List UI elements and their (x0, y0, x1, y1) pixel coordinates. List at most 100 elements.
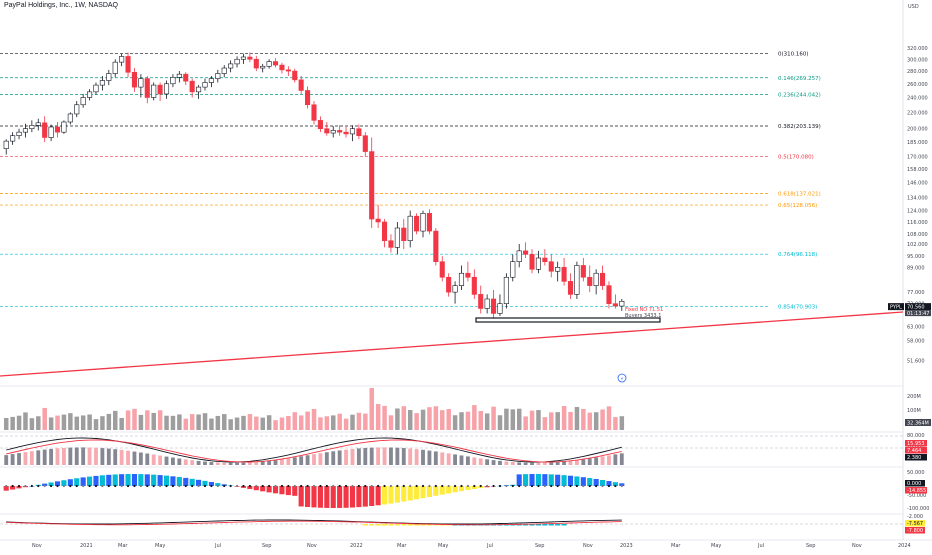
osc2-histogram-bar (99, 475, 105, 486)
osc3-bar (535, 524, 541, 526)
osc2-histogram-bar (138, 474, 144, 486)
osc1-histogram-bar (113, 449, 118, 465)
volume-bar (311, 409, 317, 430)
osc2-zero-dot (101, 484, 104, 488)
osc2-histogram-bar (407, 486, 413, 501)
candle-body (61, 121, 67, 133)
osc2-histogram-bar (208, 481, 214, 486)
candle-body (16, 131, 22, 136)
osc2-histogram-bar (176, 477, 182, 486)
osc2-histogram-bar (375, 486, 381, 506)
osc1-histogram-bar (395, 447, 400, 465)
osc1-histogram-bar (241, 462, 246, 465)
osc1-histogram-bar (280, 459, 284, 465)
osc1-value-bg (905, 454, 927, 461)
time-tick-label: Mar (397, 543, 407, 549)
osc2-zero-dot (107, 484, 110, 488)
candle-body (29, 125, 35, 130)
osc2-zero-dot (524, 484, 527, 488)
osc3-bar (388, 524, 394, 526)
osc2-zero-dot (383, 484, 386, 488)
time-tick-label: Nov (583, 543, 593, 549)
fib-level-label: 0.764(96.118) (778, 252, 817, 258)
osc2-zero-dot (505, 484, 508, 488)
candle-body (426, 213, 432, 232)
volume-bar (42, 407, 47, 430)
osc2-zero-dot (255, 484, 258, 488)
osc1-histogram-bar (267, 460, 272, 465)
osc2-zero-dot (165, 484, 168, 488)
volume-bar (433, 406, 439, 430)
osc1-histogram-bar (247, 462, 252, 465)
price-tick-label: 58.000 (907, 339, 925, 345)
volume-bar (516, 408, 522, 430)
osc2-zero-dot (518, 484, 521, 488)
volume-bar (472, 405, 477, 430)
osc2-histogram-bar (593, 478, 599, 486)
osc2-histogram-bar (414, 486, 420, 500)
osc1-histogram-bar (408, 448, 413, 465)
osc1-histogram-bar (517, 462, 522, 465)
volume-bar (298, 415, 304, 430)
candle-body (272, 61, 279, 66)
osc1-histogram-bar (4, 455, 9, 465)
osc1-histogram-bar (536, 462, 541, 465)
volume-bar (504, 408, 509, 430)
price-tick-label: 260.000 (907, 82, 928, 88)
osc2-histogram-bar (599, 479, 606, 486)
volume-bar (202, 413, 208, 430)
osc1-histogram-bar (74, 447, 79, 465)
osc2-histogram-bar (42, 483, 48, 486)
osc2-zero-dot (556, 484, 559, 488)
osc1-histogram-bar (171, 457, 175, 465)
osc2-zero-dot (69, 484, 72, 488)
volume-bar (587, 412, 593, 430)
candle-body (439, 261, 445, 278)
time-tick-label: Jul (214, 543, 221, 549)
volume-bar (465, 411, 471, 430)
candle-body (388, 240, 394, 248)
osc2-zero-dot (75, 484, 78, 488)
osc2-zero-dot (377, 484, 380, 488)
osc1-histogram-bar (42, 449, 47, 465)
volume-bar (331, 415, 336, 430)
candle-body (606, 285, 612, 304)
candle-body (349, 128, 356, 135)
osc2-value: -14.855 (907, 488, 926, 494)
osc2-zero-dot (235, 484, 239, 488)
osc2-histogram-bar (317, 486, 323, 508)
candle-body (420, 213, 426, 232)
lightning-icon-glyph: ⚡ (620, 377, 624, 383)
annotation-text: Fixed NO 71.51 (625, 307, 663, 313)
osc1-histogram-bar (574, 460, 579, 465)
osc2-histogram-bar (343, 486, 349, 508)
osc1-histogram-bar (183, 459, 188, 465)
osc3-value-bg (905, 527, 925, 534)
osc2-zero-dot (139, 484, 142, 488)
osc2-zero-dot (537, 484, 540, 488)
osc2-zero-dot (498, 484, 502, 488)
osc2-zero-dot (203, 484, 207, 488)
osc3-bar (369, 524, 375, 526)
volume-bar (80, 415, 86, 430)
price-tick-label: 170.000 (907, 155, 928, 161)
volume-bar (613, 417, 618, 430)
candle-body (458, 272, 465, 286)
last-price-tag: 70.560 (907, 305, 925, 311)
volume-bar (164, 415, 169, 430)
price-tick-label: 95.000 (907, 254, 925, 260)
candle-body (523, 250, 529, 255)
last-price-tag-bg (905, 303, 931, 311)
candle-body (535, 257, 541, 270)
candle-body (452, 285, 458, 293)
osc2-histogram-bar (125, 474, 131, 486)
time-tick-label: Mar (118, 543, 128, 549)
osc2-histogram-bar (189, 478, 195, 486)
price-tick-label: 158.000 (907, 167, 928, 173)
osc2-zero-dot (486, 484, 489, 488)
candle-body (240, 56, 247, 60)
volume-bar (581, 409, 586, 430)
osc2-histogram-bar (272, 486, 279, 494)
osc1-histogram-bar (305, 455, 310, 465)
